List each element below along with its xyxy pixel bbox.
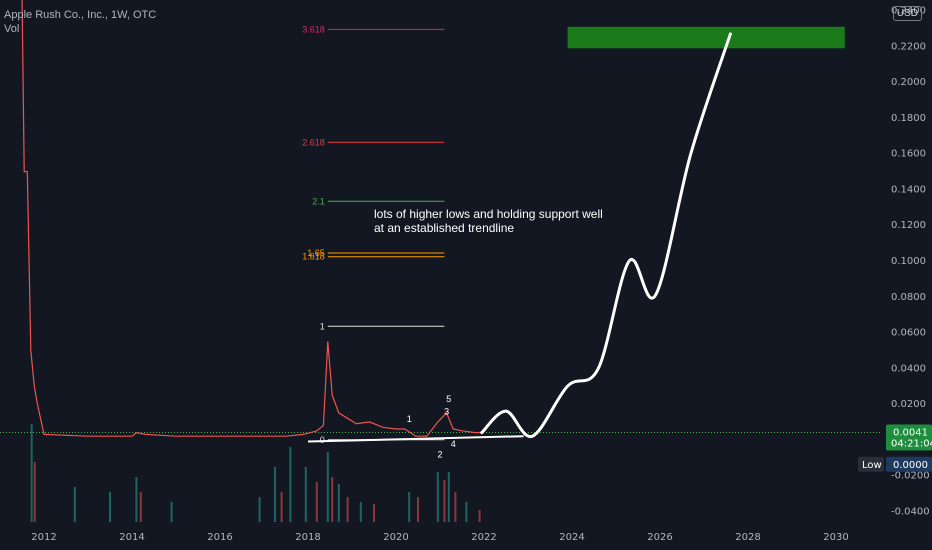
volume-bar-26 — [478, 510, 481, 522]
low-label-box — [858, 456, 884, 472]
x-tick-label-1: 2014 — [119, 532, 144, 543]
price-tag-value: 0.0041 — [893, 427, 928, 438]
x-tick-label-3: 2018 — [295, 532, 320, 543]
y-tick-label-0: -0.0400 — [891, 506, 930, 517]
label-layer: 1 2 3 4 5 lots of higher lows and holding sup… — [374, 207, 603, 460]
annotation-text-0: lots of higher lows and holding support … — [374, 207, 603, 221]
low-value-box — [886, 456, 932, 472]
volume-bar-16 — [346, 497, 349, 522]
fib-level-label-4: 1.618 — [302, 252, 325, 262]
x-tick-label-6: 2024 — [559, 532, 584, 543]
currency-button[interactable]: USD — [892, 6, 922, 21]
x-tick-label-0: 2012 — [31, 532, 56, 543]
low-label: Low — [862, 460, 882, 471]
volume-bar-10 — [289, 447, 292, 522]
x-tick-label-8: 2028 — [735, 532, 760, 543]
volume-bar-14 — [331, 477, 334, 522]
target-zone — [567, 26, 845, 49]
price-layer — [0, 0, 880, 437]
x-tick-label-4: 2020 — [383, 532, 408, 543]
y-tick-label-14: 0.2400 — [891, 6, 926, 17]
wave-label-2: 3 — [444, 407, 449, 417]
fib-level-label-3: 1.65 — [307, 248, 325, 258]
volume-bar-2 — [73, 487, 76, 522]
volume-bar-0 — [30, 424, 33, 522]
volume-bar-25 — [465, 502, 468, 522]
volume-bar-4 — [135, 477, 138, 522]
fib-level-label-0: 3.618 — [302, 24, 325, 34]
y-tick-label-12: 0.2000 — [891, 77, 926, 88]
volume-layer — [30, 424, 481, 522]
volume-bar-11 — [304, 467, 307, 522]
volume-bar-19 — [408, 492, 411, 522]
y-tick-label-10: 0.1600 — [891, 149, 926, 160]
volume-bar-20 — [417, 497, 419, 522]
target-zone-layer — [567, 26, 845, 49]
volume-bar-15 — [337, 484, 340, 522]
y-tick-label-5: 0.0600 — [891, 328, 926, 339]
volume-bar-7 — [258, 497, 261, 522]
y-tick-label-11: 0.1800 — [891, 113, 926, 124]
volume-bar-24 — [454, 492, 457, 522]
volume-bar-21 — [436, 472, 439, 522]
volume-bar-23 — [447, 472, 450, 522]
x-tick-label-9: 2030 — [823, 532, 848, 543]
projection-layer — [307, 32, 732, 443]
y-tick-label-1: -0.0200 — [891, 471, 930, 482]
volume-bar-1 — [33, 462, 36, 522]
x-tick-label-7: 2026 — [647, 532, 672, 543]
fib-level-label-1: 2.618 — [302, 137, 325, 147]
y-tick-label-9: 0.1400 — [891, 184, 926, 195]
fib-level-label-6: 0 — [320, 435, 325, 445]
y-tick-label-6: 0.0800 — [891, 292, 926, 303]
volume-bar-18 — [373, 504, 375, 522]
x-tick-label-2: 2016 — [207, 532, 232, 543]
chart-title: Apple Rush Co., Inc., 1W, OTC — [4, 9, 157, 21]
y-tick-label-3: 0.0200 — [891, 399, 926, 410]
price-tag-box — [886, 424, 932, 451]
annotation-text-1: at an established trendline — [374, 221, 514, 235]
volume-bar-5 — [139, 492, 142, 522]
price-tag-countdown: 04:21:04 — [891, 438, 932, 449]
volume-bar-13 — [326, 452, 329, 522]
projection-curve — [480, 32, 732, 438]
volume-bar-17 — [359, 502, 362, 522]
volume-bar-22 — [443, 480, 446, 522]
wave-label-4: 5 — [446, 394, 451, 404]
volume-bar-9 — [280, 492, 283, 522]
x-tick-label-5: 2022 — [471, 532, 496, 543]
fib-level-label-2: 2.1 — [312, 196, 325, 206]
wave-label-1: 2 — [437, 450, 442, 460]
price-series-line — [21, 0, 485, 437]
volume-label: Vol — [4, 23, 20, 35]
y-tick-label-8: 0.1200 — [891, 220, 926, 231]
volume-bar-6 — [170, 502, 173, 522]
support-trendline — [307, 435, 524, 443]
volume-bar-12 — [315, 482, 318, 522]
volume-bar-3 — [109, 492, 111, 522]
low-value: 0.0000 — [893, 460, 928, 471]
fib-level-label-5: 1 — [320, 321, 325, 331]
volume-bar-8 — [274, 467, 276, 522]
y-tick-label-7: 0.1000 — [891, 256, 926, 267]
wave-label-0: 1 — [407, 414, 412, 424]
y-tick-label-4: 0.0400 — [891, 363, 926, 374]
y-tick-label-13: 0.2200 — [891, 41, 926, 52]
wave-label-3: 4 — [451, 439, 456, 449]
